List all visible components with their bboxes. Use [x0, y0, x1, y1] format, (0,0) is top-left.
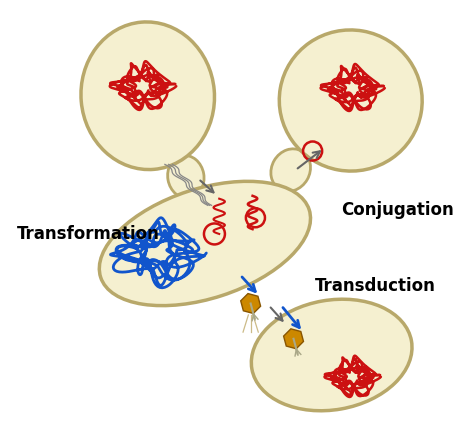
Ellipse shape [100, 181, 310, 306]
Ellipse shape [81, 22, 215, 170]
Ellipse shape [168, 156, 204, 198]
Polygon shape [283, 329, 303, 349]
Text: Conjugation: Conjugation [341, 201, 454, 219]
Text: Transformation: Transformation [17, 225, 160, 243]
Ellipse shape [271, 149, 310, 191]
Text: Transduction: Transduction [315, 278, 436, 295]
Ellipse shape [251, 299, 412, 411]
Ellipse shape [279, 30, 422, 171]
Polygon shape [241, 294, 261, 314]
